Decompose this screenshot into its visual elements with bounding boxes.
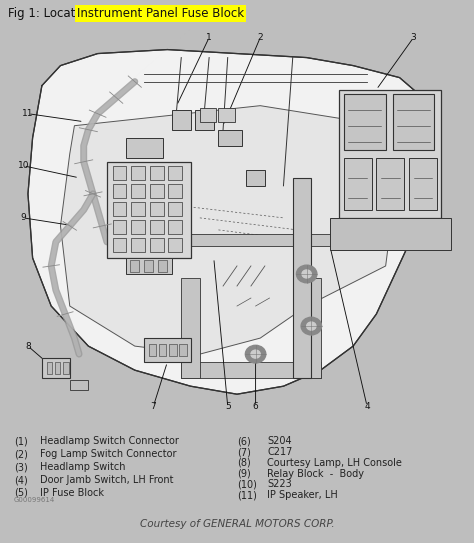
Bar: [150, 238, 164, 252]
Bar: [376, 158, 404, 210]
Bar: [42, 358, 70, 378]
Polygon shape: [61, 106, 395, 354]
Bar: [130, 260, 139, 272]
Bar: [126, 138, 163, 158]
Text: Instrument Panel Fuse Block: Instrument Panel Fuse Block: [77, 7, 244, 20]
Bar: [150, 184, 164, 198]
Text: (6): (6): [237, 437, 251, 446]
Circle shape: [251, 350, 260, 358]
Circle shape: [307, 322, 316, 330]
Bar: [112, 184, 127, 198]
Bar: [144, 260, 154, 272]
Bar: [246, 170, 265, 186]
Text: Courtesy of GENERAL MOTORS CORP.: Courtesy of GENERAL MOTORS CORP.: [140, 519, 334, 529]
Bar: [181, 362, 320, 378]
Bar: [126, 258, 172, 274]
Bar: [131, 166, 145, 180]
Bar: [168, 238, 182, 252]
Text: 11: 11: [22, 109, 34, 118]
Text: S223: S223: [267, 479, 292, 489]
Bar: [46, 362, 52, 374]
Bar: [70, 380, 88, 390]
Bar: [150, 166, 164, 180]
Text: 10: 10: [18, 161, 29, 171]
Bar: [181, 278, 200, 378]
Text: IP Speaker, LH: IP Speaker, LH: [267, 490, 338, 500]
Text: (4): (4): [14, 475, 28, 485]
Text: Headlamp Switch: Headlamp Switch: [39, 462, 125, 472]
Text: C217: C217: [267, 447, 292, 457]
Circle shape: [246, 345, 266, 363]
Bar: [344, 158, 372, 210]
Bar: [169, 344, 177, 356]
Bar: [330, 218, 451, 250]
Bar: [131, 184, 145, 198]
Bar: [168, 220, 182, 234]
Bar: [150, 202, 164, 216]
Circle shape: [296, 265, 317, 283]
Bar: [131, 202, 145, 216]
Text: (2): (2): [14, 449, 28, 459]
Text: 4: 4: [364, 402, 370, 411]
Bar: [172, 110, 191, 130]
Text: (7): (7): [237, 447, 251, 457]
Text: 2: 2: [257, 33, 263, 42]
Bar: [339, 90, 441, 218]
Bar: [168, 184, 182, 198]
Bar: [158, 260, 167, 272]
Bar: [63, 362, 69, 374]
Bar: [392, 93, 434, 150]
Bar: [107, 162, 191, 258]
Text: 5: 5: [225, 402, 230, 411]
Text: 3: 3: [410, 33, 416, 42]
Bar: [159, 344, 166, 356]
Text: 6: 6: [253, 402, 258, 411]
Bar: [168, 166, 182, 180]
Text: Door Jamb Switch, LH Front: Door Jamb Switch, LH Front: [39, 475, 173, 485]
Circle shape: [302, 270, 311, 278]
Text: IP Fuse Block: IP Fuse Block: [39, 488, 104, 498]
Text: G00099614: G00099614: [14, 497, 55, 503]
Bar: [131, 220, 145, 234]
Bar: [179, 344, 187, 356]
Bar: [149, 344, 156, 356]
Circle shape: [301, 317, 321, 335]
Bar: [112, 238, 127, 252]
Bar: [219, 130, 242, 146]
Text: Courtesy Lamp, LH Console: Courtesy Lamp, LH Console: [267, 458, 402, 468]
Text: Fig 1: Locating: Fig 1: Locating: [9, 7, 98, 20]
Text: (8): (8): [237, 458, 251, 468]
Bar: [168, 202, 182, 216]
Bar: [344, 93, 386, 150]
Bar: [55, 362, 61, 374]
Text: (3): (3): [14, 462, 28, 472]
Bar: [144, 338, 191, 362]
Bar: [131, 238, 145, 252]
Bar: [302, 278, 320, 378]
Text: (10): (10): [237, 479, 257, 489]
Text: 7: 7: [151, 402, 156, 411]
Bar: [219, 108, 235, 122]
Text: Headlamp Switch Connector: Headlamp Switch Connector: [39, 437, 178, 446]
Bar: [135, 234, 390, 246]
Bar: [195, 110, 214, 130]
Bar: [112, 166, 127, 180]
Text: S204: S204: [267, 437, 292, 446]
Text: (5): (5): [14, 488, 28, 498]
Text: Fog Lamp Switch Connector: Fog Lamp Switch Connector: [39, 449, 176, 459]
Bar: [112, 220, 127, 234]
Bar: [293, 178, 311, 378]
Text: 8: 8: [25, 342, 31, 351]
Text: (11): (11): [237, 490, 257, 500]
Text: 1: 1: [206, 33, 212, 42]
Text: (9): (9): [237, 469, 251, 478]
Bar: [150, 220, 164, 234]
Text: Relay Block  -  Body: Relay Block - Body: [267, 469, 364, 478]
Text: (1): (1): [14, 437, 28, 446]
Polygon shape: [28, 49, 432, 394]
Bar: [409, 158, 437, 210]
Bar: [112, 202, 127, 216]
Bar: [200, 108, 216, 122]
Text: 9: 9: [20, 213, 26, 223]
